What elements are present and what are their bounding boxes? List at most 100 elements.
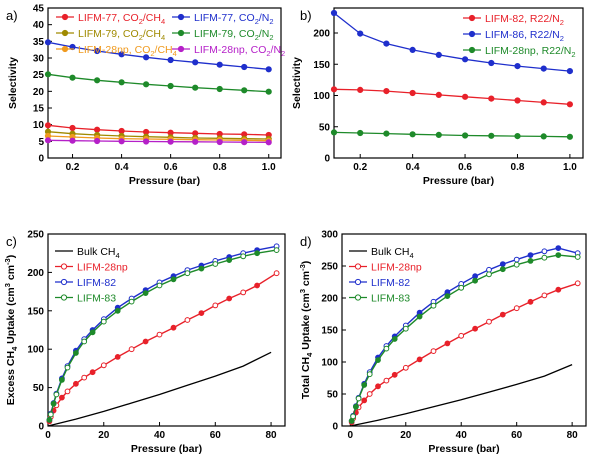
legend-sub: 2 — [269, 17, 273, 26]
y-tick-label: 100 — [27, 345, 44, 356]
data-point — [566, 101, 574, 108]
legend-entry: LIFM-77, CO2/N2 — [172, 12, 274, 26]
legend-entry: Bulk CH4 — [55, 246, 120, 260]
data-point — [73, 350, 79, 356]
legend-label: LIFM-82, R22/N2 — [485, 13, 564, 27]
data-point — [240, 253, 247, 260]
legend-entry: LIFM-86, R22/N2 — [463, 29, 564, 43]
data-point — [265, 88, 272, 95]
data-point — [47, 411, 54, 418]
data-point — [458, 332, 465, 339]
data-point — [212, 302, 219, 309]
legend-text: LIFM-82, R22/N — [485, 13, 560, 25]
legend-text: LIFM-82 — [77, 277, 116, 289]
series-line — [351, 282, 578, 423]
series-1 — [46, 270, 280, 425]
legend-swatch-marker — [468, 30, 476, 38]
legend-label: LIFM-28np — [371, 262, 422, 274]
data-point — [514, 97, 521, 104]
legend-sub: 2 — [269, 33, 273, 42]
y-tick-label: 250 — [27, 230, 44, 241]
series-0 — [44, 122, 272, 139]
data-point — [44, 39, 52, 46]
legend-entry: LIFM-79, CO2/CH4 — [56, 28, 165, 42]
legend-text: LIFM-77, CO — [194, 12, 255, 24]
data-point — [69, 74, 76, 81]
data-point — [355, 395, 362, 402]
legend-entry: LIFM-28np — [349, 262, 422, 274]
y-tick-label: 20 — [33, 87, 45, 98]
data-point — [64, 364, 71, 371]
data-point — [361, 397, 368, 404]
data-point — [430, 302, 437, 309]
data-point — [416, 356, 423, 363]
legend-sub: 2 — [266, 49, 270, 58]
legend-label: LIFM-28np — [77, 262, 128, 274]
legend-text: Bulk CH — [371, 246, 410, 258]
y-tick-label: 10 — [33, 120, 45, 131]
x-tick-label: 1.0 — [563, 162, 577, 173]
series-line — [47, 124, 269, 136]
legend-entry: LIFM-82, R22/N2 — [463, 13, 564, 27]
data-point — [142, 290, 149, 297]
y-tick-label: 25 — [33, 70, 45, 81]
y-tick-label: 100 — [313, 91, 330, 102]
legend-label: LIFM-83 — [371, 293, 410, 305]
legend-label: LIFM-82 — [371, 277, 410, 289]
data-point — [240, 289, 247, 296]
y-tick-label: 0 — [38, 154, 44, 165]
data-point — [192, 59, 199, 66]
series-3 — [46, 247, 280, 423]
legend-text: LIFM-86, R22/N — [485, 29, 560, 41]
data-point — [357, 129, 364, 137]
data-point — [391, 371, 398, 378]
legend-text: LIFM-79, CO — [194, 28, 255, 40]
y-axis-label: Selectivity — [291, 57, 303, 109]
y-tick-label: 100 — [321, 358, 338, 369]
y-tick-label: 30 — [33, 54, 45, 65]
data-point — [94, 47, 101, 55]
y-tick-label: 150 — [313, 60, 330, 71]
data-point — [357, 30, 364, 37]
y-label-sup: -3 — [3, 258, 12, 265]
legend-swatch-marker — [60, 278, 68, 286]
data-point — [555, 245, 562, 252]
legend-swatch-marker — [354, 294, 362, 301]
data-point — [89, 329, 96, 336]
x-tick-label: 20 — [98, 430, 110, 441]
data-point — [44, 71, 52, 78]
data-point — [540, 99, 547, 106]
data-point — [383, 40, 390, 47]
legend-swatch-marker — [468, 14, 476, 22]
legend-label: LIFM-82 — [77, 277, 116, 289]
data-point — [566, 133, 574, 140]
data-point — [430, 348, 437, 355]
legend-sub: 4 — [161, 17, 165, 26]
legend-swatch-marker — [468, 46, 476, 54]
series-line — [351, 254, 578, 422]
data-point — [513, 256, 520, 263]
data-point — [488, 95, 495, 102]
series-line — [47, 139, 269, 143]
data-point — [366, 371, 373, 378]
series-line — [350, 363, 573, 427]
data-point — [254, 282, 261, 289]
data-point — [114, 307, 121, 314]
x-tick-label: 1.0 — [262, 162, 276, 173]
legend-text: LIFM-28np, CO — [78, 44, 150, 56]
data-point — [330, 129, 338, 136]
legend-entry: LIFM-28np, R22/N2 — [463, 45, 576, 59]
legend-text: LIFM-83 — [77, 293, 116, 305]
legend-entry: LIFM-77, CO2/CH4 — [56, 12, 165, 26]
data-point — [53, 391, 60, 398]
series-line — [333, 12, 570, 72]
x-axis-label: Pressure (bar) — [129, 175, 200, 187]
series-5 — [44, 137, 272, 146]
data-point — [409, 89, 416, 97]
data-point — [226, 257, 233, 264]
legend-entry: LIFM-83 — [349, 293, 410, 305]
legend-sub: 2 — [139, 33, 143, 42]
panel-label: d) — [300, 234, 312, 249]
data-point — [472, 277, 479, 284]
legend-label: LIFM-86, R22/N2 — [485, 29, 564, 43]
